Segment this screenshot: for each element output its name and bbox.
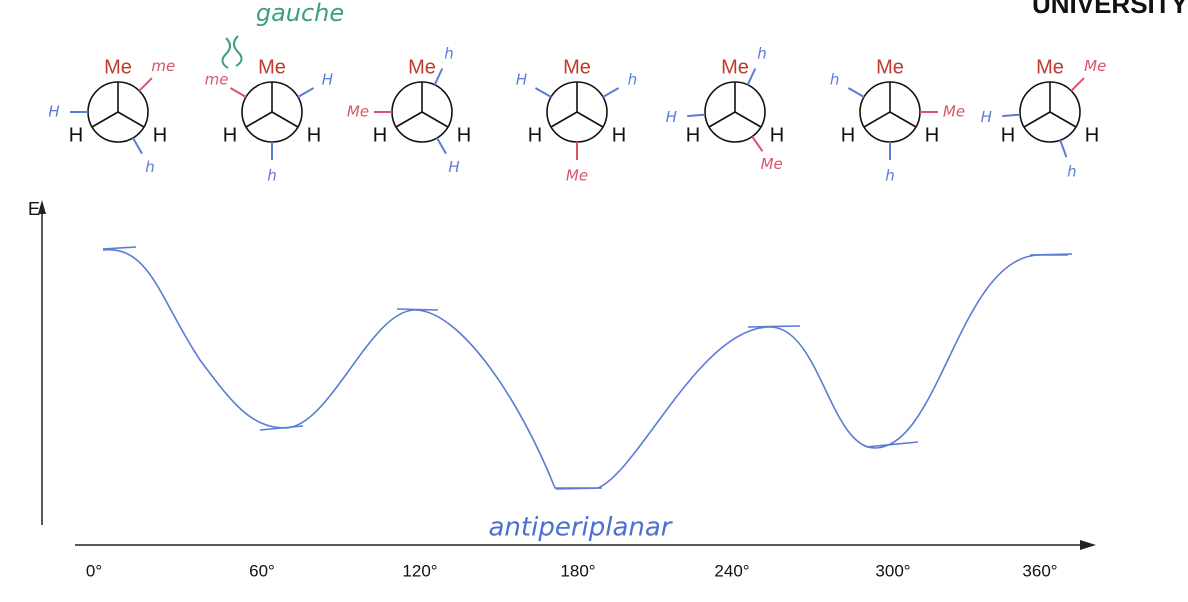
- front-label: H: [307, 124, 321, 146]
- back-label: Me: [761, 155, 783, 173]
- front-label: H: [528, 124, 542, 146]
- gauche-note: gauche: [256, 0, 344, 27]
- front-label: H: [69, 124, 83, 146]
- back-label: h: [830, 71, 840, 89]
- back-label: H: [516, 71, 527, 89]
- front-label: Me: [258, 56, 286, 78]
- back-label: H: [981, 108, 992, 126]
- back-bond: [297, 87, 315, 98]
- back-bond: [746, 68, 757, 86]
- back-label: h: [444, 44, 454, 62]
- y-axis-label: E: [28, 199, 40, 219]
- back-bond: [436, 137, 447, 155]
- front-label: H: [612, 124, 626, 146]
- front-label: H: [1085, 124, 1099, 146]
- front-label: Me: [876, 56, 904, 78]
- front-bond: [421, 111, 449, 128]
- back-bond: [433, 68, 444, 86]
- back-bond: [1002, 113, 1021, 118]
- x-tick-label: 180°: [560, 561, 595, 580]
- logo: UNIVERSITY: [1032, 0, 1188, 19]
- back-bond: [534, 87, 552, 98]
- back-label: Me: [1084, 57, 1106, 75]
- back-bond: [687, 113, 706, 118]
- x-tick-label: 120°: [402, 561, 437, 580]
- front-bond: [117, 111, 145, 128]
- back-label: me: [151, 57, 175, 75]
- front-bond: [889, 111, 917, 128]
- front-label: H: [223, 124, 237, 146]
- back-label: Me: [943, 103, 965, 121]
- x-tick-label: 360°: [1022, 561, 1057, 580]
- front-label: H: [153, 124, 167, 146]
- front-bond: [1049, 111, 1077, 128]
- energy-curve: [102, 249, 1068, 489]
- back-label: H: [48, 103, 59, 121]
- x-tick-label: 240°: [714, 561, 749, 580]
- back-bond: [1059, 139, 1068, 158]
- front-bond: [863, 111, 891, 128]
- front-label: H: [686, 124, 700, 146]
- back-label: Me: [347, 103, 369, 121]
- x-tick-label: 300°: [875, 561, 910, 580]
- x-tick-label: 0°: [86, 561, 102, 580]
- back-label: me: [205, 71, 229, 89]
- front-label: Me: [721, 56, 749, 78]
- back-bond: [602, 87, 620, 98]
- front-bond: [395, 111, 423, 128]
- back-label: H: [322, 71, 333, 89]
- front-label: H: [925, 124, 939, 146]
- gauche-mark: [221, 35, 243, 69]
- back-bond: [847, 87, 865, 98]
- back-label: h: [145, 158, 155, 176]
- y-arrow: [38, 200, 46, 214]
- back-label: h: [1067, 163, 1077, 181]
- front-bond: [91, 111, 119, 128]
- front-label: Me: [563, 56, 591, 78]
- front-bond: [734, 111, 762, 128]
- front-label: Me: [1036, 56, 1064, 78]
- back-label: h: [628, 71, 638, 89]
- back-bond: [229, 87, 247, 98]
- front-label: H: [841, 124, 855, 146]
- back-label: H: [448, 158, 459, 176]
- back-label: h: [757, 44, 767, 62]
- front-label: H: [373, 124, 387, 146]
- x-tick-label: 60°: [249, 561, 275, 580]
- back-bond: [138, 77, 153, 92]
- front-bond: [576, 111, 604, 128]
- x-arrow: [1080, 540, 1096, 550]
- front-label: H: [770, 124, 784, 146]
- front-bond: [550, 111, 578, 128]
- front-bond: [245, 111, 273, 128]
- back-bond: [132, 137, 143, 155]
- back-bond: [1070, 77, 1085, 92]
- extrema-marks: [102, 246, 1073, 490]
- front-label: Me: [104, 56, 132, 78]
- back-label: h: [267, 167, 277, 185]
- back-label: Me: [566, 167, 588, 185]
- front-bond: [1023, 111, 1051, 128]
- antiperiplanar-note: antiperiplanar: [488, 513, 673, 543]
- back-label: H: [666, 108, 677, 126]
- back-bond: [751, 136, 764, 152]
- front-bond: [271, 111, 299, 128]
- back-label: h: [885, 167, 895, 185]
- front-bond: [708, 111, 736, 128]
- front-label: H: [457, 124, 471, 146]
- front-label: Me: [408, 56, 436, 78]
- front-label: H: [1001, 124, 1015, 146]
